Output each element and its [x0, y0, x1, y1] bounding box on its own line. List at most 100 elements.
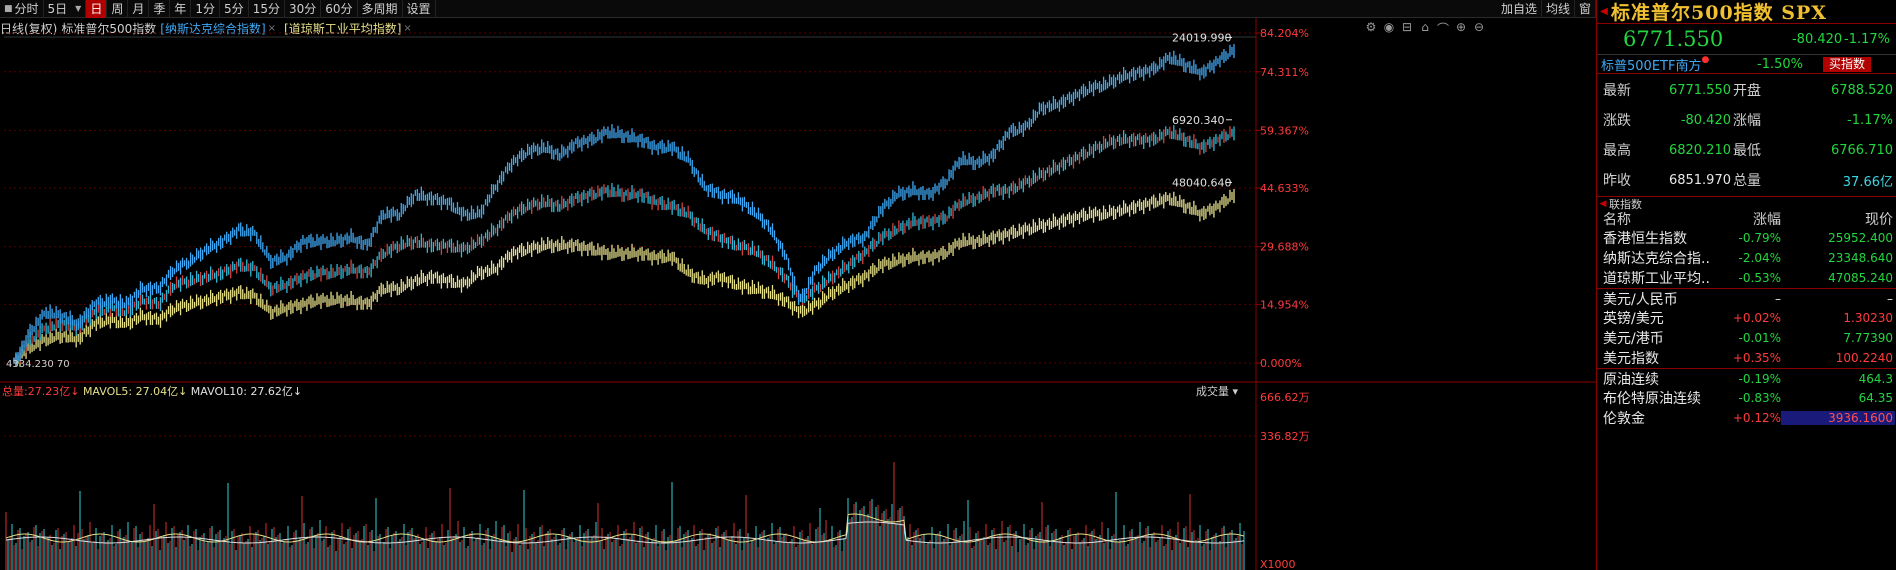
stat-label: 昨收 [1603, 173, 1631, 189]
list-item-name: 美元/港币 [1603, 331, 1664, 347]
stat-label: 涨跌 [1603, 113, 1631, 129]
period-tab[interactable]: 5日 ▼ [44, 0, 87, 18]
period-tab[interactable]: 1分 [191, 0, 221, 18]
etf-row[interactable]: 标普500ETF南方● -1.50% 买指数 [1597, 54, 1896, 74]
period-tab[interactable]: 60分 [321, 0, 358, 18]
stat-label: 涨幅 [1733, 113, 1761, 129]
stat-value: 6771.550 [1668, 82, 1731, 98]
volume-dropdown[interactable]: 成交量 ▾ [1196, 384, 1238, 398]
related-index-section[interactable]: ◀ 联指数 [1597, 196, 1896, 211]
pin-icon[interactable]: ⌒ [1436, 22, 1449, 36]
y-tick-label: 0.000% [1260, 357, 1302, 370]
home-icon[interactable]: ⌂ [1421, 20, 1429, 34]
period-tab[interactable]: ■ 分时 [0, 0, 44, 18]
settings-icon[interactable]: ⚙ [1365, 20, 1377, 34]
list-item[interactable]: 布伦特原油连续 -0.83% 64.35 [1597, 388, 1896, 408]
period-tab[interactable]: 周 [107, 0, 129, 18]
period-tab-label: 5日 [47, 1, 68, 16]
list-item[interactable]: 原油连续 -0.19% 464.3 [1597, 368, 1896, 388]
period-tab-label: 多周期 [361, 1, 398, 16]
list-item-pct: -0.19% [1738, 371, 1781, 386]
remove-compare-nasdaq-icon[interactable]: × [267, 22, 277, 34]
list-item-price: 47085.240 [1828, 271, 1893, 285]
stat-value: -80.420 [1680, 112, 1731, 128]
period-tab[interactable]: 日 [86, 0, 108, 18]
panel-title: 标准普尔500指数 SPX [1611, 2, 1828, 24]
toolbar-right-button[interactable]: 均线 [1542, 0, 1575, 18]
etf-change-pct: -1.50% [1757, 56, 1803, 72]
chevron-down-icon: ▼ [75, 3, 82, 13]
period-tab[interactable]: 年 [170, 0, 192, 18]
period-tab-label: 季 [153, 1, 166, 16]
period-tab[interactable]: 设置 [403, 0, 436, 18]
y-tick-label: 84.204% [1260, 27, 1309, 40]
period-tab[interactable]: 多周期 [358, 0, 403, 18]
list-item[interactable]: 美元指数 +0.35% 100.2240 [1597, 348, 1896, 368]
lock-icon[interactable]: ⊟ [1401, 20, 1413, 34]
compare-dow-label[interactable]: [道琼斯工业平均指数] [284, 21, 402, 36]
col-pct[interactable]: 涨幅 [1753, 212, 1781, 228]
stat-label: 开盘 [1733, 83, 1761, 99]
list-item[interactable]: 美元/港币 -0.01% 7.77390 [1597, 328, 1896, 348]
period-toolbar: ■ 分时 5日 ▼ 日周月季年 1分 5分 15分 30分 60分 多周期 设置 加自选 均线窗 [0, 0, 1596, 18]
series-end-label: 48040.640 [1172, 176, 1232, 189]
list-item-name: 美元指数 [1603, 351, 1659, 367]
plus-circle-icon[interactable]: ⊕ [1455, 20, 1467, 34]
etf-name[interactable]: 标普500ETF南方● [1601, 54, 1710, 74]
list-item[interactable]: 英镑/美元 +0.02% 1.30230 [1597, 308, 1896, 328]
toolbar-right-button[interactable]: 窗 [1575, 0, 1596, 18]
list-item[interactable]: 伦敦金 +0.12% 3936.1600 [1597, 408, 1896, 428]
stat-label: 最新 [1603, 83, 1631, 99]
period-tab[interactable]: 月 [128, 0, 150, 18]
list-item-price: 64.35 [1858, 391, 1893, 405]
list-item[interactable]: 美元/人民币 – – [1597, 288, 1896, 308]
period-tab-label: 60分 [325, 1, 353, 16]
period-tab[interactable]: 5分 [220, 0, 249, 18]
period-tab-label: 1分 [195, 1, 216, 16]
list-item-price: 3936.1600 [1781, 411, 1895, 425]
period-tab[interactable]: 季 [149, 0, 171, 18]
period-tab-label: 5分 [224, 1, 244, 16]
section-arrow-icon: ◀ [1599, 198, 1607, 209]
period-tab[interactable]: 30分 [285, 0, 322, 18]
toolbar-right-button[interactable]: 加自选 [1497, 0, 1542, 18]
col-name[interactable]: 名称 [1603, 212, 1631, 228]
compare-nasdaq-label[interactable]: [纳斯达克综合指数] [160, 21, 266, 36]
list-item-name: 道琼斯工业平均... [1603, 271, 1709, 287]
period-tab-label: 日 [90, 1, 103, 16]
list-item-name: 原油连续 [1603, 371, 1659, 388]
list-item[interactable]: 道琼斯工业平均... -0.53% 47085.240 [1597, 268, 1896, 288]
list-item[interactable]: 香港恒生指数 -0.79% 25952.400 [1597, 228, 1896, 248]
list-item-name: 伦敦金 [1603, 411, 1645, 427]
square-icon: ■ [4, 3, 13, 14]
eye-icon[interactable]: ◉ [1383, 20, 1395, 34]
list-item-pct: -0.01% [1738, 331, 1781, 345]
list-header: 名称 涨幅 现价 [1597, 210, 1896, 228]
period-tab[interactable]: 15分 [249, 0, 285, 18]
mavol10-line [5, 521, 1245, 544]
price-chart[interactable]: 84.204% 74.311% 59.367% 44.633% 29.688% 14.95… [0, 0, 1596, 570]
list-item-name: 英镑/美元 [1603, 311, 1664, 327]
price-change-pct: -1.17% [1844, 31, 1890, 47]
volume-axis-label: X1000 [1260, 558, 1296, 570]
list-item-pct: – [1775, 291, 1781, 306]
start-label: 4334.230 70 [6, 359, 70, 370]
stat-label: 最低 [1733, 143, 1761, 159]
chart-mode-label[interactable]: 日线(复权) [0, 21, 58, 36]
stat-label: 最高 [1603, 143, 1631, 159]
list-item-name: 香港恒生指数 [1603, 231, 1687, 247]
remove-compare-dow-icon[interactable]: × [403, 22, 412, 34]
stat-value: 37.66亿 [1842, 174, 1893, 190]
list-item-price: 7.77390 [1843, 331, 1893, 345]
buy-index-button[interactable]: 买指数 [1823, 56, 1872, 72]
minus-circle-icon[interactable]: ⊖ [1473, 20, 1485, 34]
period-tab-label: 分时 [14, 1, 39, 16]
price-change: -80.420 [1791, 31, 1843, 47]
period-tab-label: 年 [174, 1, 187, 16]
list-item-pct: -0.79% [1738, 231, 1781, 245]
col-price[interactable]: 现价 [1865, 212, 1893, 228]
section-label: 联指数 [1609, 197, 1642, 211]
quote-stats: 最新 6771.550 开盘 6788.520 涨跌 -80.420 涨幅 -1.17% 最高 6… [1597, 75, 1896, 195]
list-item[interactable]: 纳斯达克综合指... -2.04% 23348.640 [1597, 248, 1896, 268]
collapse-arrow-icon[interactable]: ◀ [1600, 6, 1608, 17]
